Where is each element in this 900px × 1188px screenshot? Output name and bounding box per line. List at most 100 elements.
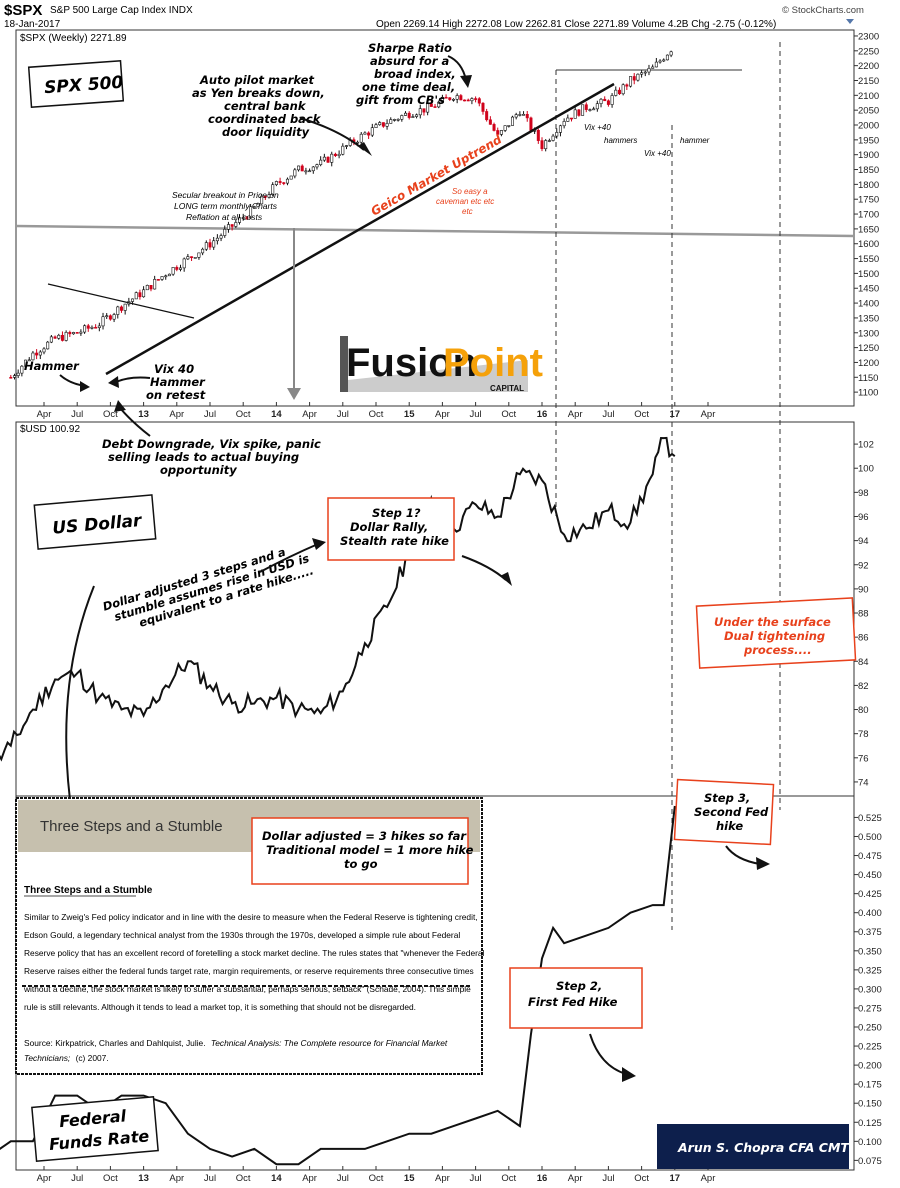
spx-candle-body	[374, 124, 378, 128]
y-tick-label: 0.350	[858, 946, 882, 957]
hikes-line-3: to go	[344, 857, 378, 871]
spx-candle-body	[97, 325, 101, 328]
spx-candle-body	[547, 140, 551, 142]
spx-candle-body	[518, 114, 522, 116]
spx-candle-body	[212, 240, 216, 248]
vix40-arrow-head-icon	[108, 376, 119, 388]
step3-line-3: hike	[716, 819, 743, 833]
spx-candle-body	[566, 117, 570, 122]
hammers-label: hammers	[604, 136, 637, 145]
credit-box	[657, 1124, 849, 1169]
step3-arrow-head-icon	[756, 857, 770, 870]
body-line: rule is still relevants. Although it ten…	[24, 1002, 416, 1012]
x-tick-label: Oct	[501, 1173, 516, 1184]
spx-candle-body	[606, 100, 610, 105]
debt-label-1: Debt Downgrade, Vix spike, panic	[102, 437, 321, 451]
usd-series-line	[0, 436, 676, 762]
x-tick-label: Oct	[634, 1173, 649, 1184]
spx-candle-body	[654, 61, 658, 68]
spx-candle-body	[440, 96, 444, 103]
spx-candle-body	[245, 217, 249, 219]
spx-candle-body	[53, 336, 57, 339]
spx-candle-body	[507, 125, 511, 127]
spx-candle-body	[24, 359, 28, 367]
spx-candle-body	[49, 336, 53, 343]
sharpe-arrow-head-icon	[460, 75, 472, 88]
spx-y-axis: 1100 1150 1200 1250 1300 1350 1400 1450 1500 1550…	[854, 31, 879, 399]
logo-word-1: Fusion	[346, 341, 477, 385]
spx-candle-body	[433, 106, 437, 108]
spx-candle-body	[632, 76, 636, 81]
y-tick-label: 1500	[858, 269, 879, 280]
spx-candle-body	[167, 273, 171, 277]
y-tick-label: 82	[858, 681, 869, 692]
y-tick-label: 2300	[858, 31, 879, 42]
source-title: Technical Analysis: The Complete resourc…	[211, 1038, 448, 1048]
hikes-line-1: Dollar adjusted = 3 hikes so far	[262, 829, 467, 843]
spx-candle-body	[149, 285, 153, 290]
step3-arrow	[725, 845, 761, 865]
three-steps-heading: Three Steps and a Stumble	[24, 885, 153, 896]
body-line: Similar to Zweig's Fed policy indicator …	[24, 912, 478, 922]
downtrend-line	[47, 283, 195, 319]
spx-candle-body	[108, 315, 112, 320]
x-tick-label: Apr	[302, 1173, 317, 1184]
y-tick-label: 98	[858, 488, 869, 499]
dropdown-arrow-icon[interactable]	[846, 19, 854, 24]
spx-candle-body	[463, 99, 467, 102]
spx-candle-body	[38, 351, 42, 356]
spx-candle-body	[116, 306, 120, 315]
spx-candle-body	[156, 279, 160, 281]
x-tick-label: 14	[271, 409, 282, 420]
y-tick-label: 2000	[858, 121, 879, 132]
spx-candle-body	[481, 102, 485, 112]
spx-candle-body	[636, 73, 640, 81]
spx-candle-body	[359, 133, 363, 143]
spx-candle-body	[662, 59, 666, 62]
x-tick-label: Oct	[103, 409, 118, 420]
spx-candle-body	[20, 365, 24, 374]
hammer2-label: hammer	[680, 136, 710, 145]
y-tick-label: 0.125	[858, 1118, 882, 1129]
x-tick-label: Apr	[568, 1173, 583, 1184]
body-line: Edson Gould, a legendary technical analy…	[24, 930, 460, 940]
spx-candle-body	[319, 159, 323, 165]
three-steps-body: Similar to Zweig's Fed policy indicator …	[23, 912, 485, 1012]
y-tick-label: 0.475	[858, 851, 882, 862]
spx-candle-body	[197, 252, 201, 258]
spx-candle-body	[581, 104, 585, 116]
spx-candle-body	[12, 375, 16, 378]
step3-line-2: Second Fed	[694, 805, 769, 819]
spx-candle-body	[389, 119, 393, 124]
spx-candle-body	[418, 108, 422, 116]
spx-candle-body	[308, 170, 312, 173]
spx-candle-body	[341, 145, 345, 155]
sharpe-label-1: Sharpe Ratio	[368, 41, 452, 55]
grey-arrow-head-icon	[287, 388, 301, 400]
spx-candle-body	[83, 325, 87, 333]
fusion-point-logo: Fusion Point CAPITAL	[340, 336, 543, 393]
source-title-2: Technicians;	[24, 1053, 71, 1063]
x-tick-label: 15	[404, 409, 415, 420]
secular-label-1: Secular breakout in Price on	[172, 190, 279, 200]
under-line-3: process....	[743, 643, 812, 657]
x-tick-label: Jul	[470, 409, 482, 420]
x-tick-label: Jul	[71, 1173, 83, 1184]
spx-candle-body	[647, 68, 651, 73]
usd-y-axis: 74 76 78 80 82 84 86 88 90 92 94 96 98 100 102	[854, 440, 874, 788]
spx-legend: $SPX (Weekly) 2271.89	[20, 33, 127, 44]
spx-candle-body	[356, 141, 360, 144]
spx-candle-body	[27, 359, 31, 362]
spx-candle-body	[570, 117, 574, 120]
y-tick-label: 1350	[858, 313, 879, 324]
under-surface-box	[695, 597, 857, 669]
x-tick-label: Jul	[204, 409, 216, 420]
geico-uptrend-line	[105, 82, 615, 376]
body-line: Reserve policy that has an excellent rec…	[24, 948, 485, 958]
spx-candle-body	[333, 153, 337, 156]
spx-candle-body	[599, 98, 603, 104]
spx-panel-frame	[15, 29, 855, 407]
spx-candle-body	[263, 195, 267, 198]
header-name: S&P 500 Large Cap Index INDX	[50, 5, 193, 16]
spx-candle-body	[252, 206, 256, 208]
